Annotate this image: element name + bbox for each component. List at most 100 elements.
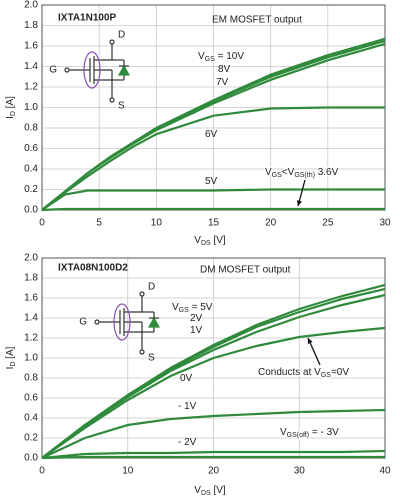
series-label-part: 3.6V (315, 167, 339, 178)
y-tick-label: 0.6 (24, 393, 38, 404)
y-tick-label: 2.0 (24, 0, 38, 11)
series-label-part: - 2V (178, 437, 197, 448)
curve (41, 449, 386, 460)
x-tick-label: 15 (208, 218, 220, 229)
y-axis-label-part: I (5, 116, 16, 119)
y-axis-label-part: D (10, 111, 17, 116)
curve (41, 293, 386, 459)
curve (41, 42, 386, 211)
terminal-label: D (118, 30, 125, 41)
series-label: 0V (180, 373, 193, 384)
series-label-part: V (280, 427, 287, 438)
series-label-part: = 10V (215, 51, 245, 62)
y-tick-label: 2.0 (24, 253, 38, 264)
series-label: VGS = 10V (198, 51, 244, 63)
x-axis-label-part: V (194, 235, 201, 246)
series-label-part: 8V (218, 64, 231, 75)
y-tick-label: 1.2 (24, 333, 38, 344)
x-tick-label: 20 (208, 466, 220, 477)
series-label-part: = 5V (189, 302, 213, 313)
series-label: 7V (216, 77, 229, 88)
curve (41, 207, 385, 212)
series-label-part: 7V (216, 77, 229, 88)
terminal (64, 67, 70, 73)
x-axis-label-part: DS (201, 240, 211, 247)
series-label: VGS = 5V (172, 302, 213, 314)
x-tick-label: 30 (379, 218, 391, 229)
x-axis-label-part: V (194, 485, 201, 496)
x-tick-label: 10 (151, 218, 163, 229)
terminal (139, 291, 145, 297)
chart-title: IXTA1N100P (58, 13, 117, 24)
y-tick-label: 0.6 (24, 143, 38, 154)
series-label: - 1V (178, 401, 197, 412)
terminal (109, 39, 115, 45)
y-tick-label: 0.8 (24, 373, 38, 384)
series-label-part: GS (179, 307, 189, 314)
x-tick-label: 0 (39, 466, 45, 477)
series-label: VGS<VGS(th) 3.6V (265, 167, 339, 179)
y-tick-label: 0.4 (24, 164, 38, 175)
x-tick-label: 25 (322, 218, 334, 229)
curve (41, 188, 385, 211)
series-label-part: V (198, 51, 205, 62)
series-label: 6V (205, 129, 218, 140)
y-axis-label: ID [A] (5, 96, 17, 119)
y-axis-label: ID [A] (5, 346, 17, 369)
annotation: Conducts at VGS=0V (258, 367, 349, 379)
y-tick-label: 1.6 (24, 293, 38, 304)
series-label-part: GS(th) (294, 172, 315, 179)
chart-title: IXTA08N100D2 (58, 263, 128, 274)
y-axis-label-part: [A] (5, 96, 16, 111)
terminal-label: G (79, 317, 87, 328)
x-tick-label: 5 (96, 218, 102, 229)
y-tick-label: 0.4 (24, 413, 38, 424)
x-axis-label: VDS [V] (194, 485, 226, 497)
gate-highlight (113, 303, 131, 341)
x-tick-label: 0 (39, 218, 45, 229)
series-label-part: - 1V (178, 401, 197, 412)
series-label-part: 0V (180, 373, 193, 384)
x-tick-label: 20 (265, 218, 277, 229)
annotation-part: Conducts at V (258, 367, 321, 378)
series-label-part: 6V (205, 129, 218, 140)
annotation-arrow-head (296, 200, 302, 206)
series-label-part: GS (272, 172, 282, 179)
terminal (139, 349, 145, 355)
series-label-part: 5V (205, 176, 218, 187)
y-tick-label: 0.0 (24, 453, 38, 464)
mosfet-symbol (94, 291, 161, 355)
series-label: 8V (218, 64, 231, 75)
y-tick-label: 1.0 (24, 102, 38, 113)
mosfet-symbol (64, 39, 131, 103)
y-tick-label: 0.2 (24, 433, 38, 444)
terminal-label: S (118, 101, 125, 112)
y-tick-label: 1.8 (24, 273, 38, 284)
x-axis-label: VDS [V] (194, 235, 226, 247)
x-tick-label: 10 (122, 466, 134, 477)
y-tick-label: 0.2 (24, 184, 38, 195)
series-label-part: GS (205, 56, 215, 63)
x-axis-label-part: [V] (211, 485, 226, 496)
x-axis-label-part: [V] (211, 235, 226, 246)
y-tick-label: 1.6 (24, 41, 38, 52)
y-tick-label: 1.2 (24, 82, 38, 93)
annotation-arrow-head (307, 338, 313, 344)
series-label: VGS(off) = - 3V (280, 427, 339, 439)
y-axis-label-part: I (5, 367, 16, 370)
series-label-part: GS(off) (287, 432, 309, 439)
terminal-label: D (148, 282, 155, 293)
y-tick-label: 1.8 (24, 20, 38, 31)
x-tick-label: 40 (379, 466, 391, 477)
series-label-part: <V (282, 167, 295, 178)
curve (41, 326, 386, 459)
y-tick-label: 0.8 (24, 123, 38, 134)
chart-subtitle: EM MOSFET output (212, 15, 302, 26)
curve (41, 455, 385, 460)
gate-highlight (83, 51, 101, 89)
series-label-part: V (172, 302, 179, 313)
y-tick-label: 1.4 (24, 313, 38, 324)
curve (41, 408, 386, 459)
x-axis-label-part: DS (201, 490, 211, 497)
